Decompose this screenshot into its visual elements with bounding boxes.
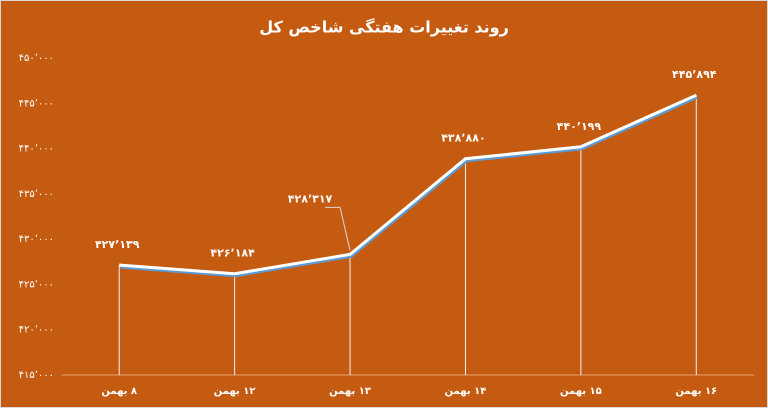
y-tick-label: ۴۲۰٬۰۰۰ <box>19 325 54 336</box>
y-tick-label: ۴۲۵٬۰۰۰ <box>19 279 54 290</box>
y-tick-label: ۴۵۰٬۰۰۰ <box>19 53 54 64</box>
leader-line <box>325 206 351 251</box>
y-tick-label: ۴۱۵٬۰۰۰ <box>19 370 54 381</box>
x-tick-label: ۱۳ بهمن <box>329 386 371 397</box>
line <box>119 93 697 276</box>
data-label: ۴۲۷٬۱۳۹ <box>95 238 140 251</box>
x-tick-label: ۱۵ بهمن <box>560 386 602 397</box>
y-tick-label: ۴۴۵٬۰۰۰ <box>19 98 54 109</box>
data-label: ۴۲۶٬۱۸۴ <box>210 247 255 260</box>
chart-title: روند تغییرات هفتگی شاخص کل <box>259 18 509 37</box>
y-tick-label: ۴۳۰٬۰۰۰ <box>19 234 54 245</box>
data-label: ۴۴۰٬۱۹۹ <box>557 120 602 133</box>
x-tick-label: ۱۴ بهمن <box>445 386 487 397</box>
y-tick-label: ۴۳۵٬۰۰۰ <box>19 189 54 200</box>
x-tick-label: ۱۶ بهمن <box>675 386 717 397</box>
data-label: ۴۴۵٬۸۹۴ <box>672 68 717 81</box>
x-tick-label: ۸ بهمن <box>101 386 137 397</box>
line-shadow <box>120 95 698 278</box>
y-tick-label: ۴۴۰٬۰۰۰ <box>19 144 54 155</box>
data-label: ۴۳۸٬۸۸۰ <box>441 132 485 145</box>
x-tick-label: ۱۲ بهمن <box>214 386 256 397</box>
data-label: ۴۲۸٬۳۱۷ <box>288 192 333 205</box>
